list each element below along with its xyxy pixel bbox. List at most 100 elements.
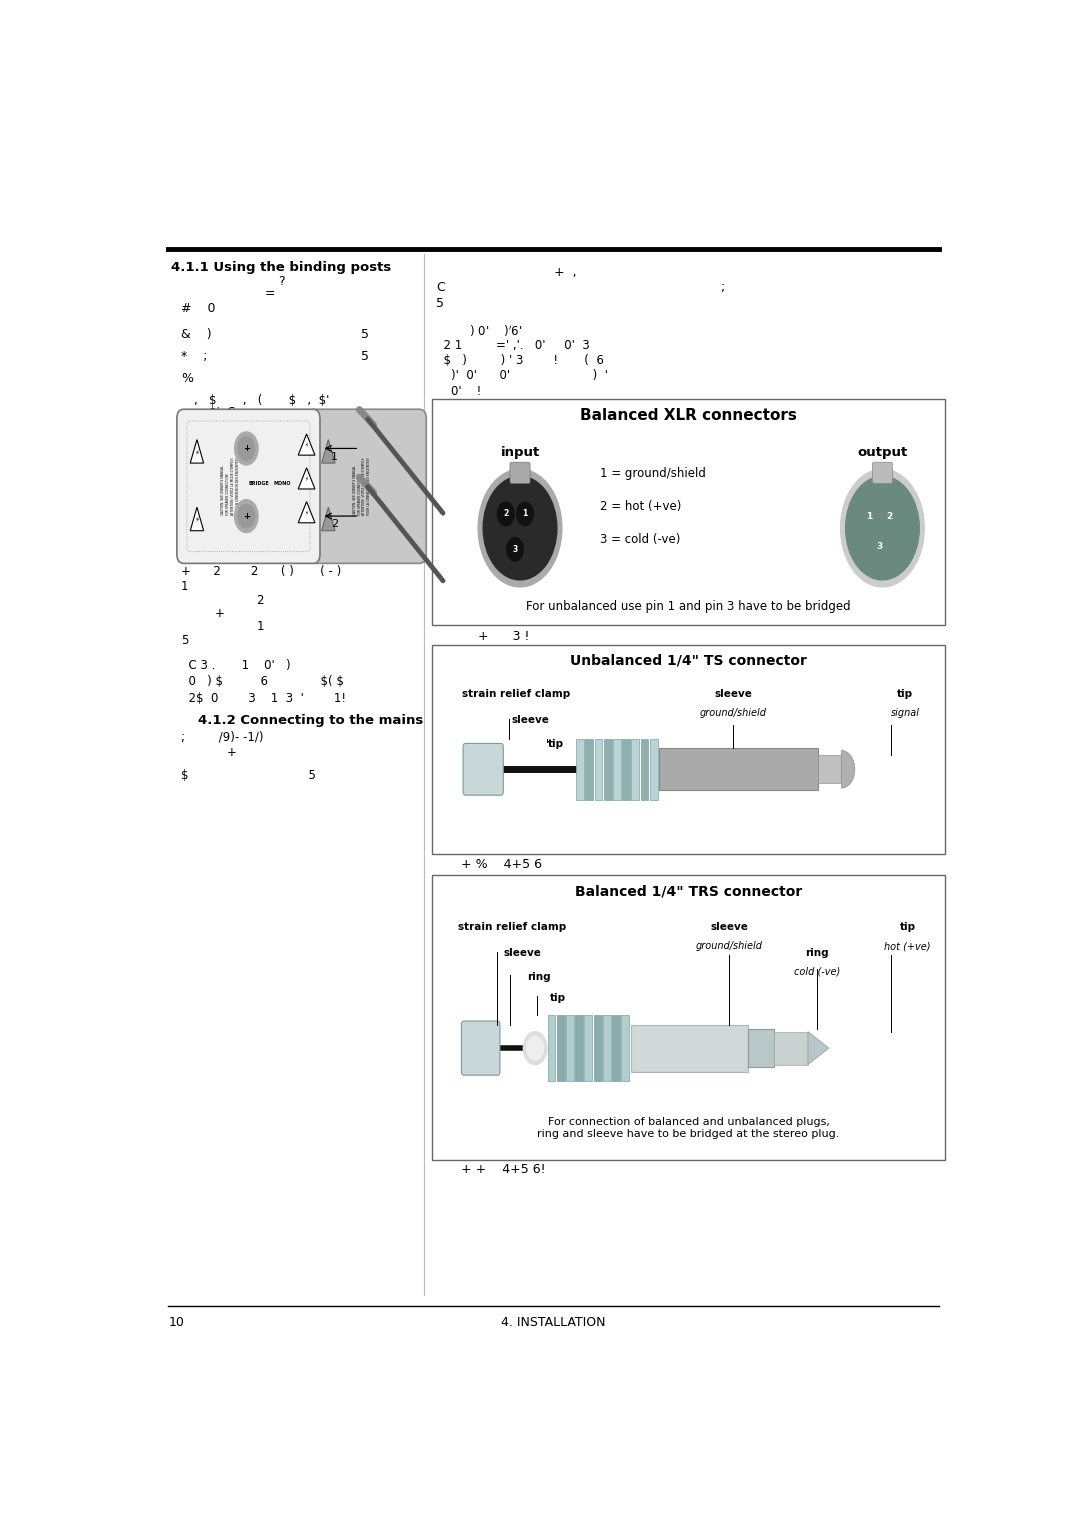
Text: strain relief clamp: strain relief clamp [462, 689, 570, 700]
Text: ground/shield: ground/shield [700, 707, 767, 718]
Text: ;         /9)- -1/): ; /9)- -1/) [181, 730, 264, 744]
Bar [650, 738, 658, 799]
Circle shape [483, 477, 557, 579]
Text: sleeve: sleeve [512, 715, 550, 726]
Text: 10: 10 [168, 1317, 185, 1329]
FancyBboxPatch shape [432, 645, 945, 854]
FancyBboxPatch shape [873, 461, 892, 483]
FancyBboxPatch shape [432, 399, 945, 625]
Text: 2$  0        3    1  3  '        1!: 2$ 0 3 1 3 ' 1! [181, 692, 346, 704]
Text: BRIDGE: BRIDGE [248, 481, 269, 486]
Text: 2: 2 [256, 594, 264, 607]
Polygon shape [322, 507, 335, 530]
Bar [585, 738, 593, 799]
Text: =: = [265, 287, 275, 299]
Text: 5: 5 [361, 329, 369, 341]
Polygon shape [298, 468, 315, 489]
Text: tip: tip [550, 993, 566, 1002]
Text: +: + [243, 445, 249, 452]
Text: 0'    !: 0' ! [436, 385, 482, 397]
Bar [604, 738, 611, 799]
Text: %: % [181, 371, 193, 385]
Text: tip: tip [897, 689, 913, 700]
Text: $                                5: $ 5 [181, 769, 316, 782]
Text: hot (+ve): hot (+ve) [885, 941, 931, 950]
Text: 0   ) $          6              $( $: 0 ) $ 6 $( $ [181, 675, 343, 688]
Text: Unbalanced 1/4" TS connector: Unbalanced 1/4" TS connector [570, 654, 807, 668]
Text: sleeve: sleeve [503, 947, 541, 958]
Bar [612, 1015, 620, 1082]
Text: For connection of balanced and unbalanced plugs,
ring and sleeve have to be brid: For connection of balanced and unbalance… [538, 1117, 840, 1138]
FancyBboxPatch shape [432, 876, 945, 1160]
Text: +      2        2      ( )       ( - ): + 2 2 ( ) ( - ) [181, 564, 341, 578]
Bar [613, 738, 621, 799]
Text: ⚡: ⚡ [305, 477, 309, 481]
Bar [632, 738, 639, 799]
Circle shape [234, 432, 258, 465]
Polygon shape [298, 434, 315, 455]
Text: ,   $'  C: , $' C [193, 406, 235, 419]
Text: Balanced XLR connectors: Balanced XLR connectors [580, 408, 797, 423]
Circle shape [524, 1031, 546, 1065]
Text: tip: tip [900, 923, 916, 932]
Text: 3: 3 [512, 545, 517, 553]
Bar [566, 1015, 573, 1082]
Text: 5: 5 [361, 350, 369, 364]
Text: $   )         ) ' 3        !       (  6: $ ) ) ' 3 ! ( 6 [436, 354, 604, 367]
Text: For unbalanced use pin 1 and pin 3 have to be bridged: For unbalanced use pin 1 and pin 3 have … [526, 601, 851, 613]
Text: +: + [215, 607, 225, 620]
Circle shape [840, 469, 924, 587]
Text: CAUTION: SEE OWNER'S MANUAL
FOR SPEAKER CONNECTION!
ATTENTION: VOYEZ LE MODE D'E: CAUTION: SEE OWNER'S MANUAL FOR SPEAKER … [352, 457, 372, 515]
Text: 4. INSTALLATION: 4. INSTALLATION [501, 1317, 606, 1329]
Text: Balanced 1/4" TRS connector: Balanced 1/4" TRS connector [575, 885, 802, 898]
Bar [640, 738, 648, 799]
Bar [621, 1015, 630, 1082]
Circle shape [238, 437, 255, 460]
Text: ring: ring [527, 972, 551, 981]
Polygon shape [190, 507, 204, 530]
Text: ⚡: ⚡ [194, 449, 200, 455]
Bar [584, 1015, 592, 1082]
Polygon shape [298, 501, 315, 523]
Text: 2: 2 [503, 509, 509, 518]
Circle shape [234, 500, 258, 533]
Polygon shape [322, 440, 335, 463]
Circle shape [507, 538, 524, 561]
Text: 2: 2 [330, 520, 338, 529]
Text: ⚡: ⚡ [305, 510, 309, 516]
Text: CAUTION: SEE OWNER'S MANUAL
FOR SPEAKER CONNECTION!
ATTENTION: VOYEZ LE MODE D'E: CAUTION: SEE OWNER'S MANUAL FOR SPEAKER … [221, 457, 240, 515]
Bar [557, 1015, 565, 1082]
Text: )'  0'      0'                      )  ': )' 0' 0' ) ' [436, 370, 608, 382]
Text: 3 = cold (-ve): 3 = cold (-ve) [599, 533, 680, 545]
Text: ) 0'    $    ) '6 $': ) 0' $ ) '6 $' [436, 324, 523, 339]
Text: 1: 1 [523, 509, 528, 518]
Text: tip: tip [548, 738, 564, 749]
Circle shape [238, 504, 255, 527]
Bar [659, 749, 818, 790]
Bar [576, 1015, 583, 1082]
Text: + +    4+5 6!: + + 4+5 6! [461, 1163, 546, 1177]
Bar [594, 738, 603, 799]
Text: C 3 .       1    0'   ): C 3 . 1 0' ) [181, 659, 291, 672]
FancyBboxPatch shape [177, 410, 320, 564]
Bar [818, 755, 841, 784]
FancyBboxPatch shape [463, 744, 503, 795]
Text: output: output [858, 446, 907, 458]
Text: *    ;: * ; [181, 350, 207, 364]
Bar [603, 1015, 610, 1082]
Polygon shape [808, 1031, 828, 1065]
Bar [631, 1025, 747, 1071]
Text: +  ,: + , [554, 266, 576, 278]
Text: +: + [227, 746, 237, 759]
Text: 5: 5 [181, 634, 188, 646]
Text: 2 1         =' ,'.   0'     0'  3: 2 1 =' ,'. 0' 0' 3 [436, 339, 590, 351]
Text: cold (-ve): cold (-ve) [794, 967, 840, 976]
Bar [774, 1031, 808, 1065]
Bar [548, 1015, 555, 1082]
Text: #    0: # 0 [181, 303, 216, 315]
Text: 1: 1 [866, 512, 873, 521]
Text: ground/shield: ground/shield [696, 941, 762, 950]
Text: ,   $       ,   (       $   ,  $': , $ , ( $ , $' [193, 394, 329, 406]
Text: ?: ? [279, 275, 285, 289]
Text: ⚡: ⚡ [194, 516, 200, 523]
